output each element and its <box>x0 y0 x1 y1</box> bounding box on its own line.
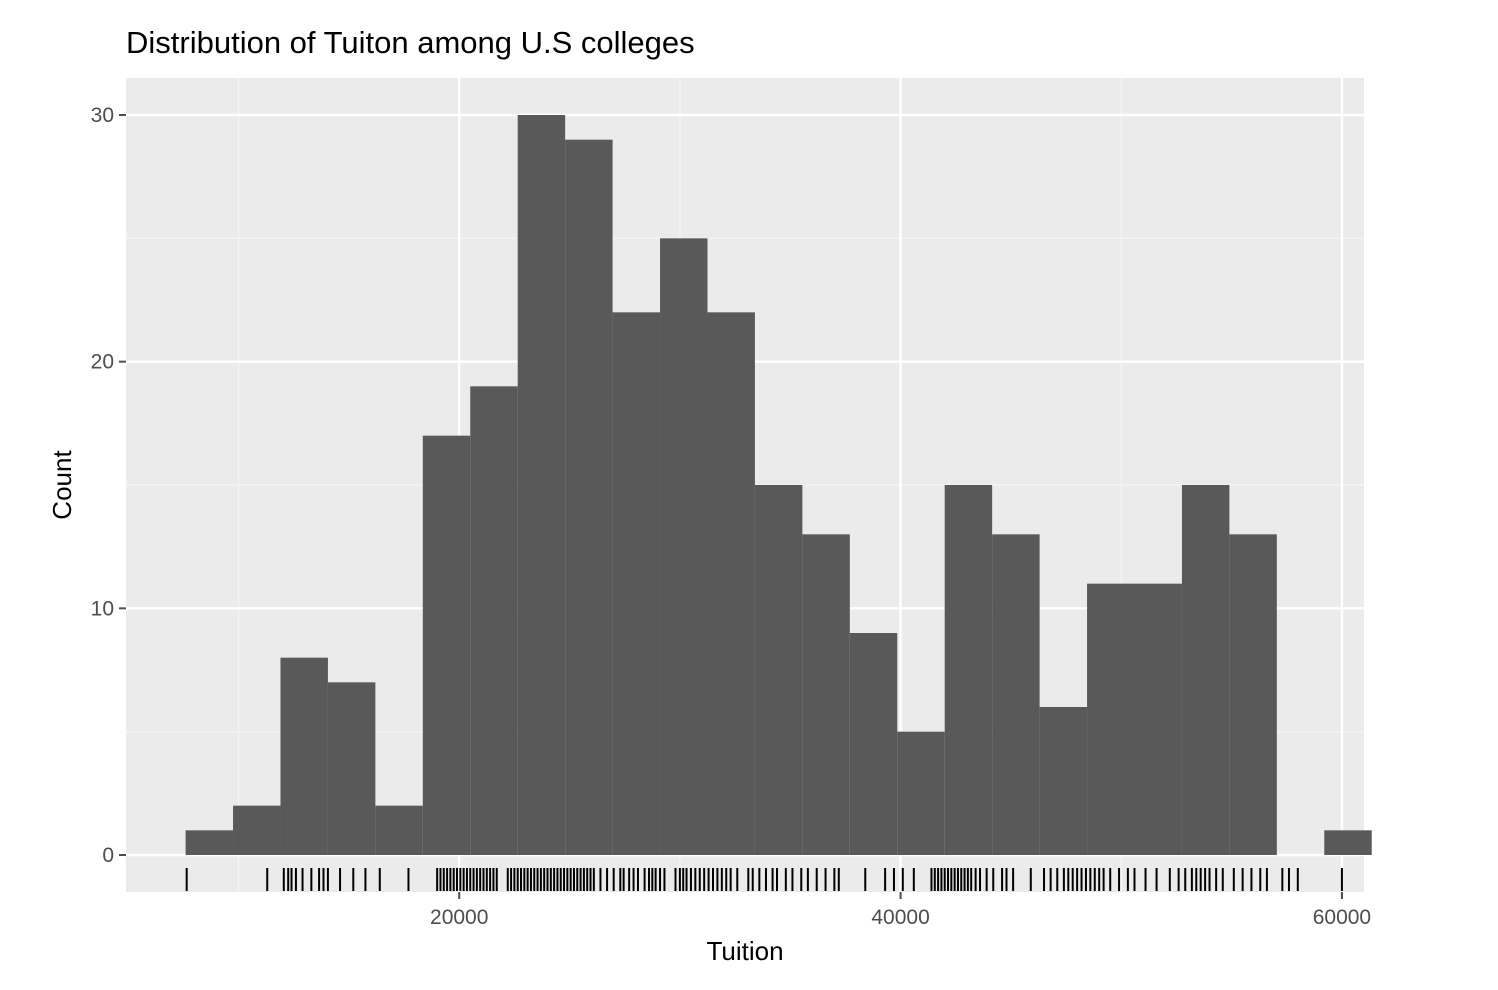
histogram-bar <box>1324 830 1372 855</box>
histogram-bar <box>944 485 993 855</box>
histogram-bar <box>992 534 1040 855</box>
histogram-bar <box>375 805 423 855</box>
histogram-bar <box>707 312 755 855</box>
histogram-bar <box>802 534 850 855</box>
histogram-bar <box>233 805 281 855</box>
histogram-bar <box>1087 583 1135 855</box>
x-axis: 20000 40000 60000 <box>430 892 1371 929</box>
histogram-bar <box>422 435 471 855</box>
histogram-bar <box>327 682 376 855</box>
histogram-bar <box>612 312 661 855</box>
y-tick-label: 30 <box>91 104 114 127</box>
y-axis: 0 10 20 30 <box>91 104 126 867</box>
x-tick-label: 60000 <box>1313 906 1371 929</box>
histogram-bar <box>660 238 708 856</box>
histogram-bar <box>754 485 803 855</box>
histogram-bar <box>897 731 945 855</box>
histogram-bars <box>185 115 1372 856</box>
histogram-bar <box>565 139 613 855</box>
histogram-bar <box>1039 707 1088 855</box>
histogram-bar <box>280 657 328 855</box>
y-axis-title: Count <box>47 450 77 520</box>
histogram-bar <box>849 633 898 855</box>
x-axis-title: Tuition <box>706 936 783 966</box>
chart-title: Distribution of Tuiton among U.S college… <box>126 25 695 60</box>
x-tick-label: 20000 <box>430 906 488 929</box>
histogram-bar <box>517 115 566 855</box>
x-tick-label: 40000 <box>871 906 929 929</box>
histogram-bar <box>185 830 234 855</box>
y-tick-label: 0 <box>102 844 114 867</box>
histogram-bar <box>1181 485 1230 855</box>
histogram-bar <box>470 386 518 855</box>
histogram-bar <box>1229 534 1277 855</box>
histogram-bar <box>1134 583 1182 855</box>
y-tick-label: 20 <box>91 351 114 374</box>
rug-marks <box>185 868 1343 891</box>
y-tick-label: 10 <box>91 597 114 620</box>
